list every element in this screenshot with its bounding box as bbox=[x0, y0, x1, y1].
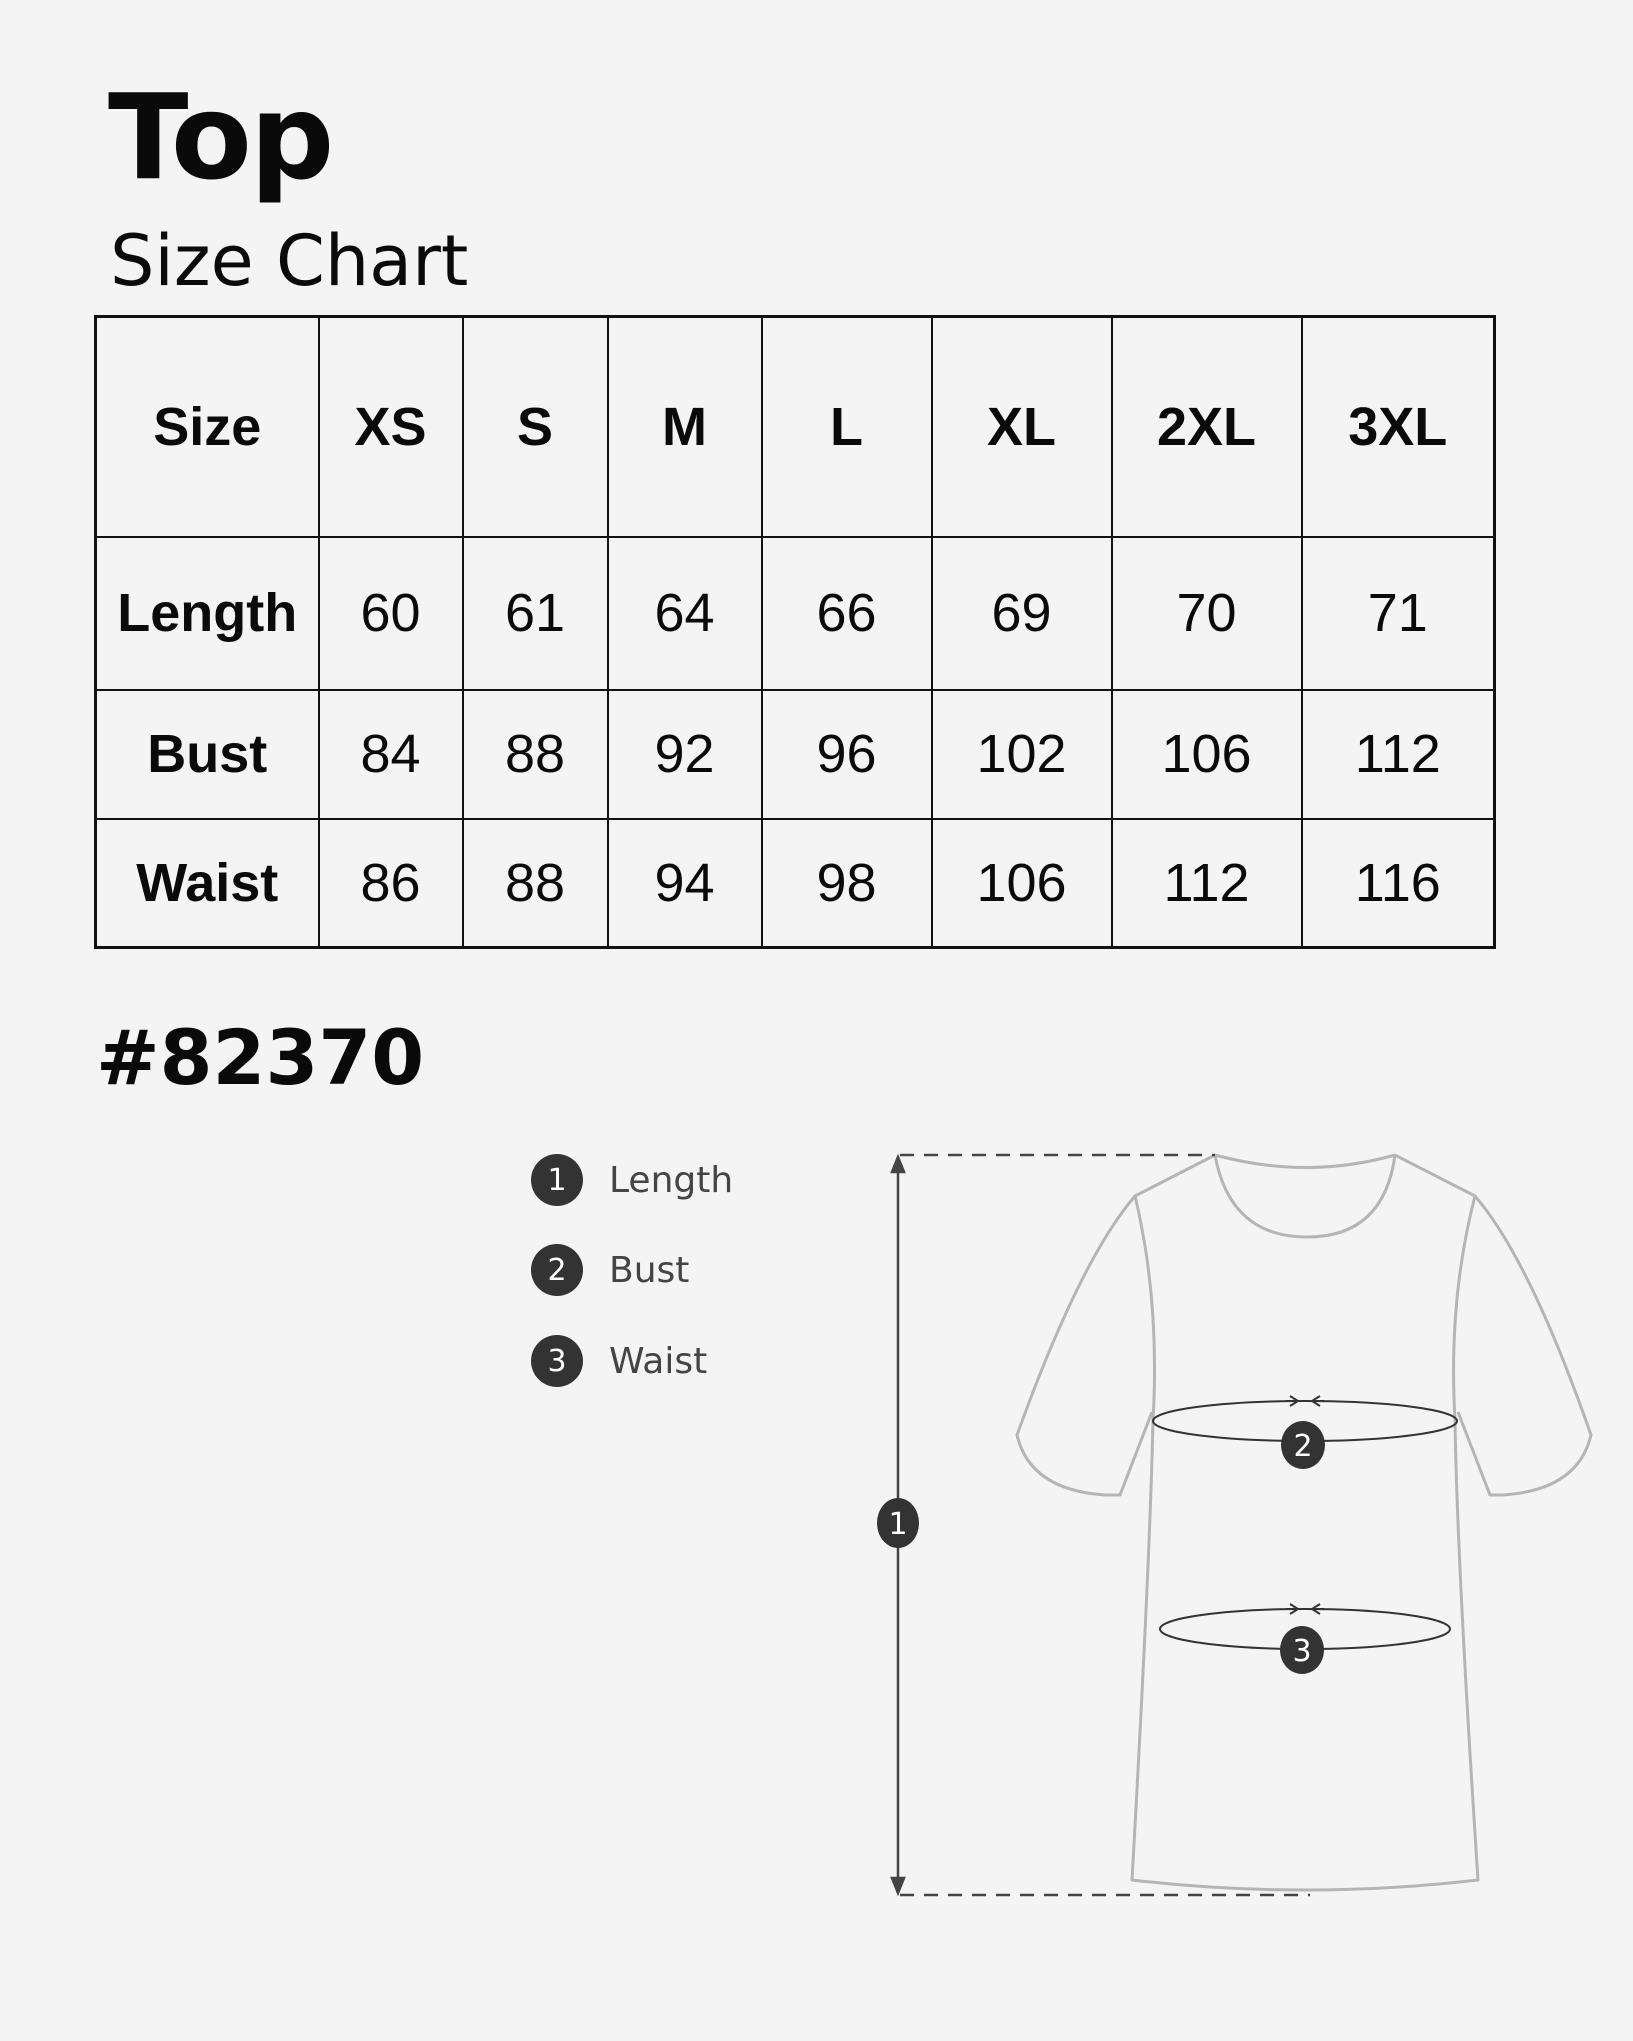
row-header: Waist bbox=[94, 817, 320, 949]
column-header: Size bbox=[94, 315, 320, 538]
legend-item-waist: 3 Waist bbox=[531, 1335, 707, 1387]
table-cell: 94 bbox=[606, 817, 763, 949]
row-header: Length bbox=[94, 535, 320, 691]
bust-measure: 2 bbox=[1152, 1395, 1458, 1469]
table-cell: 84 bbox=[317, 688, 464, 820]
table-cell: 106 bbox=[930, 817, 1113, 949]
table-cell: 98 bbox=[760, 817, 933, 949]
table-cell: 86 bbox=[317, 817, 464, 949]
column-header: 3XL bbox=[1300, 315, 1496, 538]
table-cell: 61 bbox=[461, 535, 609, 691]
table-cell: 116 bbox=[1300, 817, 1496, 949]
number-badge-icon: 3 bbox=[531, 1335, 583, 1387]
column-header: S bbox=[461, 315, 609, 538]
legend-item-length: 1 Length bbox=[531, 1154, 733, 1206]
column-header: L bbox=[760, 315, 933, 538]
table-row: Bust 84 88 92 96 102 106 112 bbox=[94, 688, 1496, 820]
number-badge-icon: 1 bbox=[531, 1154, 583, 1206]
legend-label: Bust bbox=[609, 1249, 690, 1291]
table-row: Length 60 61 64 66 69 70 71 bbox=[94, 535, 1496, 691]
table-cell: 106 bbox=[1110, 688, 1303, 820]
marker-2: 2 bbox=[1293, 1429, 1312, 1464]
table-cell: 69 bbox=[930, 535, 1113, 691]
table-cell: 66 bbox=[760, 535, 933, 691]
tshirt-outline-icon bbox=[1015, 1153, 1593, 1892]
table-cell: 70 bbox=[1110, 535, 1303, 691]
table-header-row: Size XS S M L XL 2XL 3XL bbox=[94, 315, 1496, 538]
table-cell: 88 bbox=[461, 817, 609, 949]
page-subtitle: Size Chart bbox=[110, 220, 469, 302]
table-cell: 60 bbox=[317, 535, 464, 691]
page-title: Top bbox=[108, 68, 334, 206]
length-measure: 1 bbox=[877, 1153, 1310, 1897]
size-chart-table: Size XS S M L XL 2XL 3XL Length 60 61 64… bbox=[94, 315, 1496, 949]
table-row: Waist 86 88 94 98 106 112 116 bbox=[94, 817, 1496, 949]
column-header: 2XL bbox=[1110, 315, 1303, 538]
table-cell: 64 bbox=[606, 535, 763, 691]
legend-label: Waist bbox=[609, 1340, 708, 1382]
table-cell: 92 bbox=[606, 688, 763, 820]
table-cell: 102 bbox=[930, 688, 1113, 820]
column-header: XS bbox=[317, 315, 464, 538]
number-badge-icon: 2 bbox=[531, 1244, 583, 1296]
marker-3: 3 bbox=[1292, 1634, 1311, 1669]
marker-1: 1 bbox=[888, 1507, 907, 1542]
waist-measure: 3 bbox=[1159, 1603, 1451, 1674]
legend-label: Length bbox=[609, 1159, 734, 1201]
column-header: M bbox=[606, 315, 763, 538]
row-header: Bust bbox=[94, 688, 320, 820]
column-header: XL bbox=[930, 315, 1113, 538]
table-cell: 71 bbox=[1300, 535, 1496, 691]
table-cell: 96 bbox=[760, 688, 933, 820]
table-cell: 88 bbox=[461, 688, 609, 820]
table-cell: 112 bbox=[1110, 817, 1303, 949]
legend-item-bust: 2 Bust bbox=[531, 1244, 689, 1296]
table-cell: 112 bbox=[1300, 688, 1496, 820]
product-code: #82370 bbox=[96, 1013, 425, 1102]
